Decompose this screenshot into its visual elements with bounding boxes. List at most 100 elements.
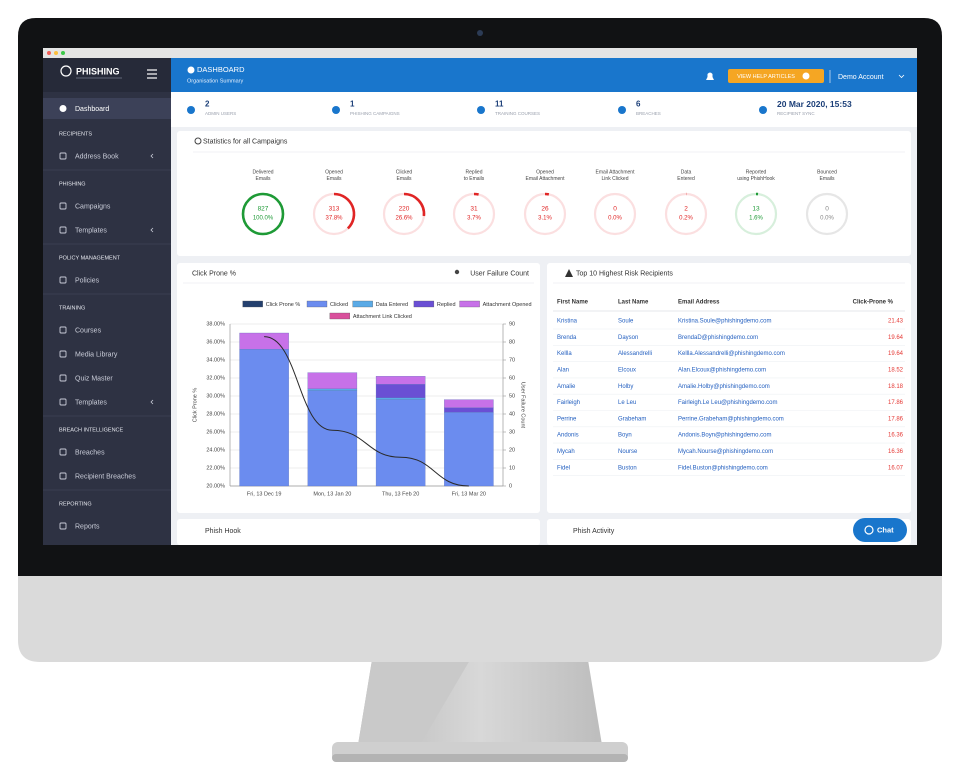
legend-label[interactable]: Replied bbox=[437, 302, 456, 308]
gauge-label: Bounced bbox=[817, 169, 837, 175]
table-cell: Le Leu bbox=[618, 400, 636, 406]
nav-heading: TRAINING bbox=[59, 305, 85, 311]
table-cell: 19.64 bbox=[888, 351, 904, 357]
table-header[interactable]: Last Name bbox=[618, 300, 649, 306]
nav-icon bbox=[59, 276, 67, 284]
nav-icon bbox=[59, 398, 67, 406]
nav-active[interactable] bbox=[43, 98, 171, 119]
table-header[interactable]: Click-Prone % bbox=[853, 300, 894, 306]
gauge-label: Emails bbox=[326, 176, 342, 182]
gauge-percent: 0.2% bbox=[679, 216, 693, 222]
user-icon bbox=[454, 269, 460, 275]
gauge-count: 313 bbox=[329, 206, 340, 213]
legend-swatch bbox=[352, 300, 373, 308]
gauge-label: using PhishHook bbox=[737, 176, 775, 182]
nav-item[interactable]: Templates bbox=[75, 227, 107, 234]
nav-icon bbox=[59, 105, 67, 112]
nav-item[interactable]: Policies bbox=[75, 277, 100, 284]
table-cell: Mycah.Nourse@phishingdemo.com bbox=[678, 449, 773, 455]
help-button[interactable] bbox=[728, 69, 824, 83]
table-cell: Andonis bbox=[557, 433, 579, 439]
window-dot bbox=[61, 51, 65, 55]
bar-segment bbox=[375, 376, 426, 385]
hamburger[interactable] bbox=[147, 69, 157, 79]
nav-item[interactable]: Recipient Breaches bbox=[75, 473, 136, 480]
legend-swatch bbox=[459, 300, 480, 308]
nav-icon bbox=[59, 350, 67, 358]
table-cell: 16.36 bbox=[888, 449, 904, 455]
table-header[interactable]: First Name bbox=[557, 300, 589, 306]
nav-item[interactable]: Media Library bbox=[75, 351, 118, 358]
table-cell: 16.36 bbox=[888, 433, 904, 439]
table-cell: 17.86 bbox=[888, 416, 904, 422]
nav-item[interactable]: Campaigns bbox=[75, 203, 111, 210]
nav-heading: PHISHING bbox=[59, 181, 86, 187]
table-cell: Dayson bbox=[618, 335, 638, 341]
y2-tick-label: 60 bbox=[509, 375, 515, 381]
nav-item[interactable]: Breaches bbox=[75, 449, 105, 456]
nav-item[interactable]: Templates bbox=[75, 399, 107, 406]
table-cell: Amalie.Holby@phishingdemo.com bbox=[678, 384, 770, 390]
table-cell: Perrine.Grabeham@phishingdemo.com bbox=[678, 416, 784, 422]
phish-hook-panel bbox=[177, 519, 540, 545]
nav-item[interactable]: Dashboard bbox=[75, 106, 109, 113]
stand-shade bbox=[358, 660, 470, 745]
nav-heading: REPORTING bbox=[59, 501, 92, 507]
bar-segment bbox=[307, 372, 358, 389]
table-cell: 17.86 bbox=[888, 400, 904, 406]
nav-item[interactable]: Courses bbox=[75, 327, 102, 334]
gauge-label: Replied bbox=[466, 169, 483, 175]
nav-item[interactable]: Address Book bbox=[75, 153, 119, 160]
gauge-count: 220 bbox=[399, 206, 410, 213]
nav-item[interactable]: Quiz Master bbox=[75, 375, 113, 382]
table-cell: Soule bbox=[618, 319, 634, 325]
y-tick-label: 20.00% bbox=[206, 483, 225, 489]
nav-icon bbox=[59, 152, 67, 160]
table-cell: 19.64 bbox=[888, 335, 904, 341]
bell-icon[interactable] bbox=[706, 72, 714, 81]
bar-segment bbox=[307, 388, 358, 391]
stat-label: TRAINING COURSES bbox=[495, 111, 540, 116]
table-cell: 16.07 bbox=[888, 465, 904, 471]
legend-swatch bbox=[242, 300, 263, 308]
bar-segment bbox=[375, 384, 426, 398]
gauge-label: Delivered bbox=[252, 169, 273, 175]
account-menu[interactable]: Demo Account bbox=[838, 74, 884, 81]
gauge-label: Emails bbox=[819, 176, 835, 182]
table-cell: 18.52 bbox=[888, 367, 904, 373]
legend-label[interactable]: Clicked bbox=[330, 302, 348, 308]
y-tick-label: 22.00% bbox=[206, 465, 225, 471]
bar-segment bbox=[444, 412, 494, 487]
chat-button[interactable] bbox=[853, 518, 907, 542]
nav-icon bbox=[59, 226, 67, 234]
table-cell: Elcoux bbox=[618, 367, 636, 373]
nav-icon bbox=[59, 448, 67, 456]
help-icon bbox=[802, 72, 810, 80]
chart-right-title[interactable]: User Failure Count bbox=[470, 270, 529, 277]
gauge-arc bbox=[403, 192, 426, 217]
table-header[interactable]: Email Address bbox=[678, 300, 720, 306]
gauge-label: Data bbox=[681, 169, 692, 175]
gauge-count: 13 bbox=[752, 206, 760, 213]
legend-label[interactable]: Attachment Opened bbox=[483, 302, 532, 308]
table-cell: Kristina.Soule@phishingdemo.com bbox=[678, 319, 771, 325]
gauge-count: 0 bbox=[613, 206, 617, 213]
legend-label[interactable]: Attachment Link Clicked bbox=[353, 314, 412, 320]
phish-hook-title: Phish Hook bbox=[205, 528, 241, 535]
chat-label[interactable]: Chat bbox=[877, 525, 894, 534]
help-button-label[interactable]: VIEW HELP ARTICLES bbox=[737, 74, 795, 80]
browser-bar bbox=[43, 48, 917, 58]
y2-tick-label: 50 bbox=[509, 393, 515, 399]
legend-swatch bbox=[413, 300, 435, 308]
nav-item[interactable]: Reports bbox=[75, 523, 100, 530]
table-cell: Andonis.Boyn@phishingdemo.com bbox=[678, 433, 771, 439]
stat-label: PHISHING CAMPAIGNS bbox=[350, 111, 400, 116]
nav-icon bbox=[59, 374, 67, 382]
gauge-track bbox=[593, 192, 637, 236]
legend-label[interactable]: Data Entered bbox=[376, 302, 408, 308]
stat-value: 1 bbox=[350, 100, 355, 109]
legend-label[interactable]: Click Prone % bbox=[266, 302, 301, 308]
table-cell: 21.43 bbox=[888, 319, 904, 325]
table-cell: Kristina bbox=[557, 319, 578, 325]
